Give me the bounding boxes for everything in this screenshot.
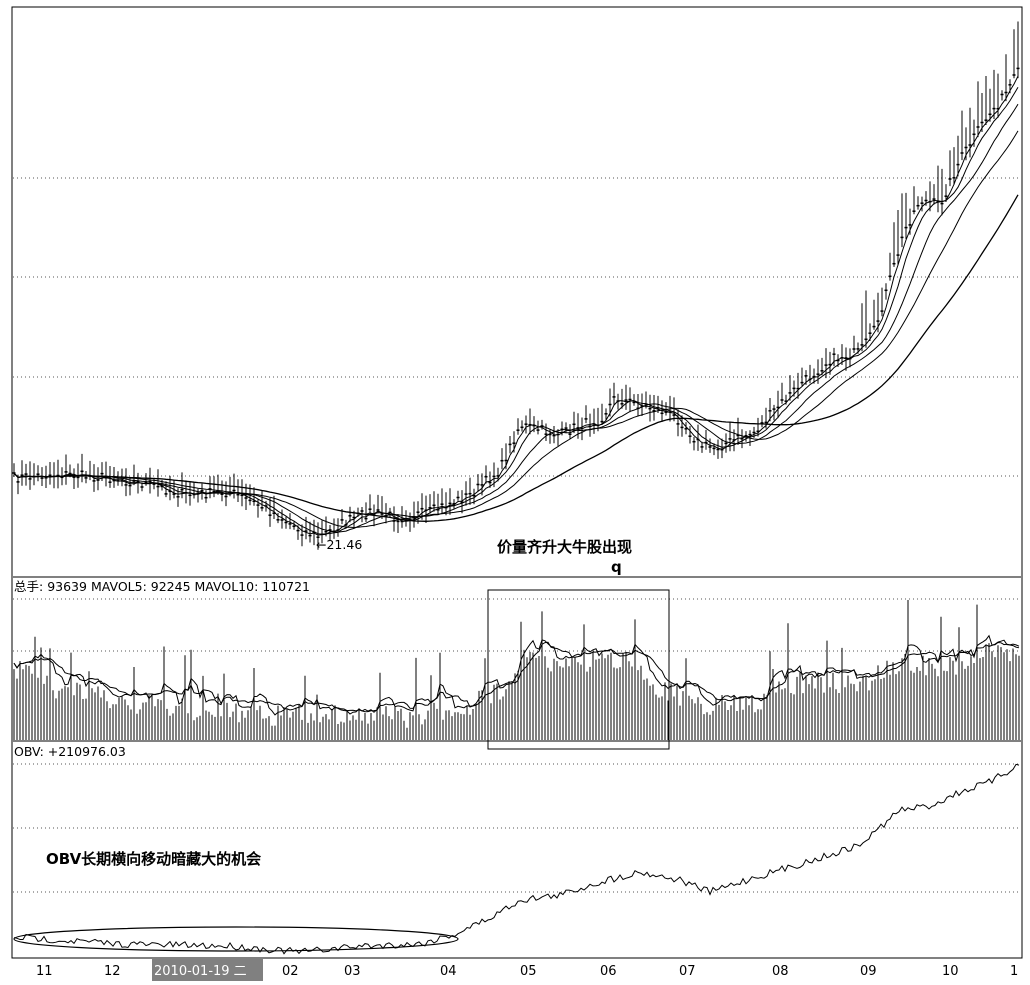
obv-readout: OBV: +210976.03: [14, 744, 126, 759]
obv-consolidation-ellipse: [13, 926, 459, 952]
x-axis: 11 12 2010-01-19 二 02 03 04 05 06 07 08 …: [36, 959, 1018, 981]
x-tick-label-selected[interactable]: 2010-01-19 二: [154, 964, 247, 979]
x-tick-label: 11: [36, 964, 53, 979]
x-tick-label: 1: [1010, 964, 1018, 979]
x-tick-label: 05: [520, 964, 537, 979]
headline-annotation: 价量齐升大牛股出现: [497, 538, 632, 556]
price-panel: ←21.46 价量齐升大牛股出现 q: [12, 21, 1021, 576]
price-grid: [13, 177, 1021, 477]
volume-ma-lines: [13, 634, 1020, 716]
volume-highlight-box: [487, 589, 670, 750]
x-tick-label: 02: [282, 964, 299, 979]
x-tick-label: 09: [860, 964, 877, 979]
moving-average-5: [13, 194, 1019, 522]
volume-ma-2: [13, 639, 1020, 713]
volume-bars: [13, 600, 1020, 740]
obv-annotation: OBV长期横向移动暗藏大的机会: [46, 850, 261, 868]
moving-average-1: [13, 75, 1019, 536]
moving-average-4: [13, 130, 1019, 529]
x-tick-label: 03: [344, 964, 361, 979]
sub-mark: q: [611, 558, 622, 576]
x-tick-label: 10: [942, 964, 959, 979]
x-tick-label: 06: [600, 964, 617, 979]
low-price-label: ←21.46: [316, 537, 362, 552]
date-cursor-highlight: [152, 959, 263, 981]
obv-panel: OBV: +210976.03 OBV长期横向移动暗藏大的机会: [13, 744, 1021, 955]
price-candles: [12, 21, 1020, 550]
moving-average-3: [13, 103, 1019, 533]
moving-average-2: [13, 87, 1019, 535]
volume-readout: 总手: 93639 MAVOL5: 92245 MAVOL10: 110721: [14, 579, 310, 594]
obv-line: [13, 763, 1020, 955]
volume-panel: 总手: 93639 MAVOL5: 92245 MAVOL10: 110721: [13, 579, 1021, 750]
x-tick-label: 07: [679, 964, 696, 979]
x-tick-label: 08: [772, 964, 789, 979]
volume-ma-1: [13, 634, 1020, 716]
moving-average-lines: [13, 75, 1019, 536]
x-tick-label: 04: [440, 964, 457, 979]
x-tick-label: 12: [104, 964, 121, 979]
